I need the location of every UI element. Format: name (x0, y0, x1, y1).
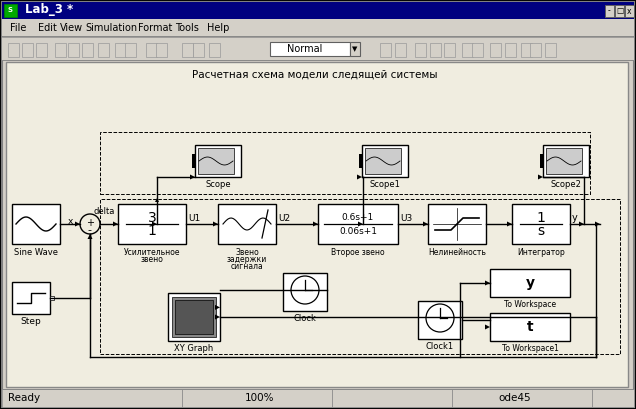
Text: ode45: ode45 (499, 393, 531, 403)
FancyBboxPatch shape (4, 4, 17, 17)
FancyBboxPatch shape (592, 389, 634, 407)
Polygon shape (113, 222, 118, 227)
Text: Расчетная схема модели следящей системы: Расчетная схема модели следящей системы (192, 70, 438, 80)
FancyBboxPatch shape (452, 389, 592, 407)
FancyBboxPatch shape (546, 148, 582, 174)
FancyBboxPatch shape (530, 43, 541, 57)
Text: y: y (525, 276, 534, 290)
Text: Format: Format (138, 23, 172, 33)
Text: To Workspace: To Workspace (504, 300, 556, 309)
FancyBboxPatch shape (380, 43, 391, 57)
Text: 3: 3 (148, 211, 156, 225)
FancyBboxPatch shape (270, 42, 350, 56)
Polygon shape (155, 198, 159, 202)
FancyBboxPatch shape (625, 5, 634, 17)
Text: s: s (537, 224, 544, 238)
FancyBboxPatch shape (218, 204, 276, 244)
Text: Scope: Scope (205, 180, 231, 189)
FancyBboxPatch shape (98, 43, 109, 57)
FancyBboxPatch shape (125, 43, 136, 57)
Polygon shape (313, 222, 318, 227)
FancyBboxPatch shape (462, 43, 473, 57)
FancyBboxPatch shape (512, 204, 570, 244)
FancyBboxPatch shape (545, 43, 556, 57)
Polygon shape (152, 222, 157, 227)
Text: Clock1: Clock1 (426, 342, 454, 351)
FancyBboxPatch shape (2, 2, 634, 19)
Text: U3: U3 (400, 214, 412, 223)
FancyBboxPatch shape (36, 43, 47, 57)
Text: -: - (608, 7, 611, 16)
FancyBboxPatch shape (193, 43, 204, 57)
Text: XY Graph: XY Graph (174, 344, 214, 353)
Text: y: y (572, 213, 577, 223)
FancyBboxPatch shape (428, 204, 486, 244)
Text: delta: delta (94, 207, 115, 216)
FancyBboxPatch shape (12, 282, 50, 314)
Text: U1: U1 (188, 214, 200, 223)
FancyBboxPatch shape (365, 148, 401, 174)
FancyBboxPatch shape (182, 389, 332, 407)
FancyBboxPatch shape (415, 43, 426, 57)
Text: Edit: Edit (38, 23, 57, 33)
Text: Step: Step (20, 317, 41, 326)
Text: -: - (87, 225, 91, 235)
Polygon shape (215, 315, 220, 319)
Text: Второе звено: Второе звено (331, 248, 385, 257)
FancyBboxPatch shape (2, 37, 634, 60)
FancyBboxPatch shape (505, 43, 516, 57)
FancyBboxPatch shape (175, 300, 213, 334)
Polygon shape (215, 305, 220, 310)
Polygon shape (485, 281, 490, 285)
FancyBboxPatch shape (146, 43, 157, 57)
FancyBboxPatch shape (168, 293, 220, 341)
Polygon shape (538, 175, 543, 180)
Text: Tools: Tools (175, 23, 199, 33)
FancyBboxPatch shape (362, 145, 408, 177)
Polygon shape (213, 222, 218, 227)
FancyBboxPatch shape (444, 43, 455, 57)
FancyBboxPatch shape (605, 5, 614, 17)
Text: Ready: Ready (8, 393, 40, 403)
FancyBboxPatch shape (12, 204, 60, 244)
Text: Simulation: Simulation (85, 23, 137, 33)
FancyBboxPatch shape (22, 43, 33, 57)
FancyBboxPatch shape (472, 43, 483, 57)
FancyBboxPatch shape (198, 148, 234, 174)
Text: Clock: Clock (294, 314, 317, 323)
FancyBboxPatch shape (118, 204, 186, 244)
FancyBboxPatch shape (6, 62, 628, 387)
FancyBboxPatch shape (172, 297, 216, 337)
Text: Интегратор: Интегратор (517, 248, 565, 257)
FancyBboxPatch shape (318, 204, 398, 244)
Text: Нелинейность: Нелинейность (428, 248, 486, 257)
Text: Scope1: Scope1 (370, 180, 401, 189)
FancyBboxPatch shape (156, 43, 167, 57)
Polygon shape (357, 175, 362, 180)
Text: U2: U2 (278, 214, 290, 223)
Text: View: View (60, 23, 83, 33)
FancyBboxPatch shape (2, 389, 634, 407)
FancyBboxPatch shape (359, 154, 362, 168)
FancyBboxPatch shape (8, 43, 19, 57)
FancyBboxPatch shape (430, 43, 441, 57)
FancyBboxPatch shape (209, 43, 220, 57)
Polygon shape (423, 222, 428, 227)
Text: 1: 1 (537, 211, 546, 225)
FancyBboxPatch shape (350, 42, 360, 56)
FancyBboxPatch shape (182, 43, 193, 57)
Text: Help: Help (207, 23, 230, 33)
FancyBboxPatch shape (2, 19, 634, 36)
FancyBboxPatch shape (418, 301, 462, 339)
FancyBboxPatch shape (490, 269, 570, 297)
Polygon shape (595, 222, 600, 227)
FancyBboxPatch shape (68, 43, 79, 57)
Text: File: File (10, 23, 26, 33)
Text: Звено: Звено (235, 248, 259, 257)
FancyBboxPatch shape (50, 296, 54, 300)
FancyBboxPatch shape (2, 389, 182, 407)
Text: Normal: Normal (287, 44, 322, 54)
Text: Усилительное: Усилительное (124, 248, 180, 257)
FancyBboxPatch shape (540, 154, 543, 168)
